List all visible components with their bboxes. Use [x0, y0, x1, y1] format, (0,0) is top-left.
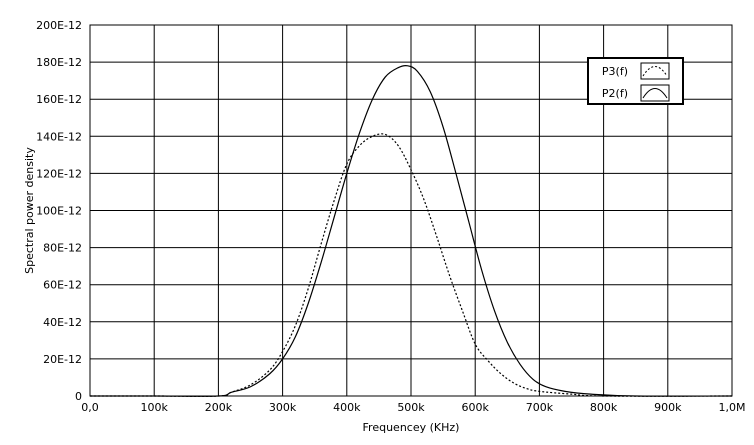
y-tick-label: 20E-12 — [43, 353, 82, 366]
series-line-p3f — [89, 133, 733, 397]
plot-area-frame — [89, 24, 733, 397]
legend-swatch-box — [640, 62, 670, 80]
y-tick-label: 60E-12 — [43, 279, 82, 292]
x-tick-label: 600k — [462, 401, 490, 414]
x-tick-label: 300k — [269, 401, 297, 414]
y-tick-label: 120E-12 — [36, 167, 82, 180]
legend-swatch-line — [642, 66, 668, 77]
legend-label: P2(f) — [602, 87, 628, 100]
y-tick-labels: 0 20E-12 40E-12 60E-12 80E-12 100E-12 120E-12 1… — [36, 19, 82, 403]
x-axis-title: Frequencey (KHz) — [363, 421, 460, 434]
legend-swatch-box — [640, 84, 670, 102]
x-tick-label: 800k — [590, 401, 618, 414]
y-tick-label: 140E-12 — [36, 130, 82, 143]
x-tick-label: 0,0 — [81, 401, 99, 414]
x-tick-label: 100k — [141, 401, 169, 414]
series-lines — [89, 64, 733, 397]
x-tick-label: 500k — [397, 401, 425, 414]
y-tick-label: 80E-12 — [43, 242, 82, 255]
y-tick-label: 40E-12 — [43, 316, 82, 329]
x-tick-label: 900k — [654, 401, 682, 414]
y-tick-label: 100E-12 — [36, 205, 82, 218]
x-tick-label: 200k — [205, 401, 233, 414]
legend-label: P3(f) — [602, 65, 628, 78]
y-tick-label: 200E-12 — [36, 19, 82, 32]
x-tick-label: 700k — [526, 401, 554, 414]
x-tick-labels: 0,0 100k 200k 300k 400k 500k 600k 700k 800k 900k 1… — [81, 401, 745, 414]
x-tick-label: 400k — [333, 401, 361, 414]
y-tick-label: 180E-12 — [36, 56, 82, 69]
y-tick-label: 0 — [75, 390, 82, 403]
series-line-p2f — [89, 64, 733, 397]
x-tick-label: 1,0M — [719, 401, 746, 414]
legend: P3(f) P2(f) — [587, 57, 684, 105]
y-tick-label: 160E-12 — [36, 93, 82, 106]
legend-swatch-line — [642, 88, 668, 99]
y-axis-title: Spectral power density — [23, 147, 36, 274]
